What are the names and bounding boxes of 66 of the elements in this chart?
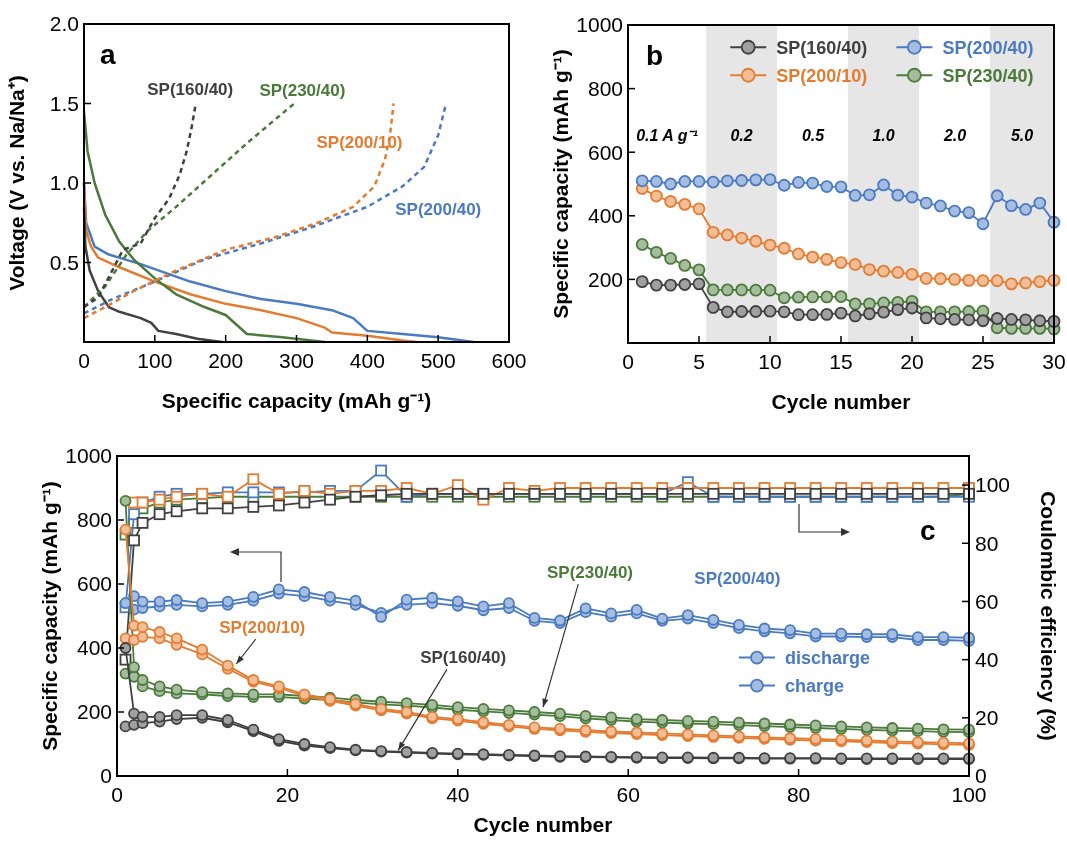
y2-tick-label: 100 [975, 473, 1011, 497]
y-tick-label: 2.0 [49, 12, 79, 36]
y-tick-label: 800 [587, 76, 623, 100]
legend-label: charge [784, 675, 844, 696]
x-axis-title: Cycle number [473, 813, 613, 836]
x-tick-label: 400 [349, 349, 385, 372]
x-tick-label: 25 [971, 350, 995, 373]
annotation: SP(200/10) [219, 618, 306, 637]
series-label: SP(230/40) [259, 80, 346, 100]
x-tick-label: 100 [137, 349, 173, 372]
y-tick-label: 0.5 [49, 250, 79, 274]
y-tick-label: 400 [587, 204, 623, 228]
annotation: SP(230/40) [547, 563, 633, 583]
x-axis-title: Specific capacity (mAh g⁻¹) [161, 389, 432, 412]
x-tick-label: 60 [616, 783, 640, 806]
y-axis-title: Specific capacity (mAh g⁻¹) [38, 481, 61, 751]
annotation: SP(160/40) [420, 648, 507, 668]
y-tick-label: 600 [587, 140, 623, 164]
y2-tick-label: 60 [975, 589, 999, 613]
series-label: SP(200/40) [395, 199, 482, 219]
y2-tick-label: 40 [975, 647, 999, 671]
y-tick-label: 1.0 [49, 171, 79, 195]
y-tick-label: 200 [587, 267, 623, 291]
y2-tick-label: 20 [975, 706, 999, 730]
y-tick-label: 800 [76, 508, 112, 532]
annotation: 0.1 A g⁻¹ [636, 127, 699, 144]
x-tick-label: 5 [693, 350, 705, 373]
y-tick-label: 200 [76, 700, 112, 724]
x-tick-label: 15 [829, 350, 853, 373]
x-axis-title: Cycle number [771, 390, 911, 413]
x-tick-label: 500 [420, 349, 456, 372]
y2-axis-title: Coulombic efficiency (%) [1037, 491, 1060, 741]
x-tick-label: 30 [1042, 350, 1066, 373]
annotation: c [920, 515, 936, 546]
x-tick-label: 20 [275, 783, 300, 806]
legend-label: SP(160/40) [776, 37, 868, 58]
series-label: SP(200/10) [316, 132, 403, 152]
x-tick-label: 200 [208, 349, 244, 372]
y-tick-label: 1000 [65, 444, 112, 468]
legend-label: SP(200/40) [942, 37, 1034, 58]
y-tick-label: 0 [100, 764, 112, 788]
x-tick-label: 600 [491, 349, 527, 372]
x-tick-label: 40 [446, 783, 470, 806]
annotation: 0.5 [801, 127, 826, 144]
y-tick-label: 1000 [576, 13, 623, 37]
legend-label: SP(230/40) [942, 65, 1034, 86]
y-tick-label: 1.5 [49, 91, 79, 115]
band-label: 5.0 [1010, 127, 1034, 144]
y-axis-title: Voltage (V vs. Na/Na⁺) [5, 75, 28, 291]
annotation: 2.0 [942, 127, 967, 144]
x-tick-label: 20 [900, 350, 924, 373]
y-tick-label: 400 [76, 636, 112, 660]
y-tick-label: 600 [76, 572, 112, 596]
annotation: b [646, 40, 664, 71]
band-label: 0.2 [730, 127, 753, 144]
y-axis-title: Specific capacity (mAh g⁻¹) [549, 49, 572, 319]
legend-label: discharge [784, 647, 871, 668]
annotation: SP(200/40) [694, 569, 781, 588]
series-label: SP(160/40) [147, 79, 234, 99]
band-label: 1.0 [872, 127, 895, 144]
x-tick-label: 10 [758, 350, 782, 373]
x-tick-label: 300 [278, 349, 315, 372]
legend-label: SP(200/10) [776, 65, 868, 86]
annotation: a [100, 39, 116, 70]
x-tick-label: 80 [786, 783, 811, 806]
y2-tick-label: 80 [975, 531, 999, 555]
